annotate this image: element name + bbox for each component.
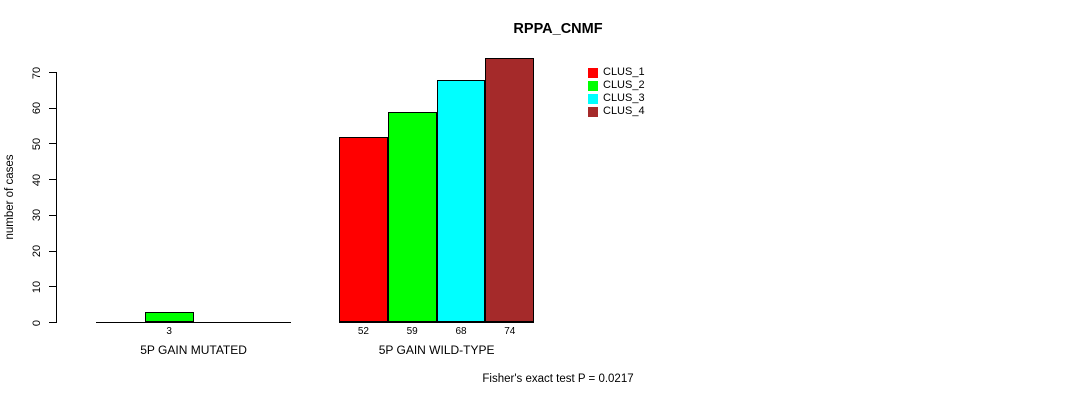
legend-label: CLUS_3 [603, 92, 645, 104]
bar-value-label: 59 [406, 326, 418, 337]
legend-swatch-icon [588, 106, 598, 117]
y-tick-label: 0 [31, 319, 43, 326]
bar-clus_2-group2 [387, 111, 437, 323]
group-baseline [96, 322, 292, 323]
y-tick-label: 70 [31, 66, 43, 79]
bar-value-label: 52 [357, 326, 369, 337]
y-axis-title: number of cases [4, 154, 16, 240]
y-axis-line [56, 72, 57, 323]
legend-swatch-icon [588, 80, 598, 91]
bar-clus_3-group2 [436, 79, 486, 323]
y-tick-mark [49, 286, 56, 288]
legend-item-clus_3: CLUS_3 [588, 92, 645, 105]
legend-label: CLUS_2 [603, 79, 645, 91]
y-tick-label: 20 [31, 244, 43, 258]
legend-swatch-icon [588, 67, 598, 78]
y-tick-mark [49, 322, 56, 323]
bar-clus_2-group1 [144, 311, 194, 323]
group-baseline [339, 322, 535, 323]
category-label: 5P GAIN WILD-TYPE [378, 343, 495, 357]
y-tick-label: 50 [31, 137, 43, 151]
y-tick-mark [49, 179, 56, 181]
bar-clus_4-group2 [485, 58, 535, 323]
bar-value-label: 68 [455, 326, 467, 337]
bar-value-label: 74 [504, 326, 516, 337]
y-tick-label: 40 [31, 173, 43, 186]
y-tick-mark [49, 72, 56, 73]
y-tick-mark [49, 143, 56, 145]
legend-item-clus_1: CLUS_1 [588, 66, 645, 79]
y-tick-label: 30 [31, 209, 43, 222]
bar-value-label: 3 [166, 326, 172, 337]
legend-item-clus_2: CLUS_2 [588, 79, 645, 92]
fisher-test-annotation: Fisher's exact test P = 0.0217 [482, 373, 634, 385]
y-tick-label: 60 [31, 102, 43, 115]
y-tick-mark [49, 107, 56, 109]
category-label: 5P GAIN MUTATED [140, 343, 247, 357]
chart-title: RPPA_CNMF [513, 21, 603, 37]
bar-clus_1-group2 [339, 136, 388, 323]
legend-label: CLUS_1 [603, 66, 645, 78]
y-tick-mark [49, 214, 56, 216]
y-tick-mark [49, 250, 56, 252]
legend-swatch-icon [588, 93, 598, 104]
y-tick-label: 10 [31, 280, 43, 293]
legend-label: CLUS_4 [603, 105, 645, 117]
legend: CLUS_1 CLUS_2 CLUS_3 CLUS_4 [588, 66, 645, 118]
legend-item-clus_4: CLUS_4 [588, 105, 645, 118]
